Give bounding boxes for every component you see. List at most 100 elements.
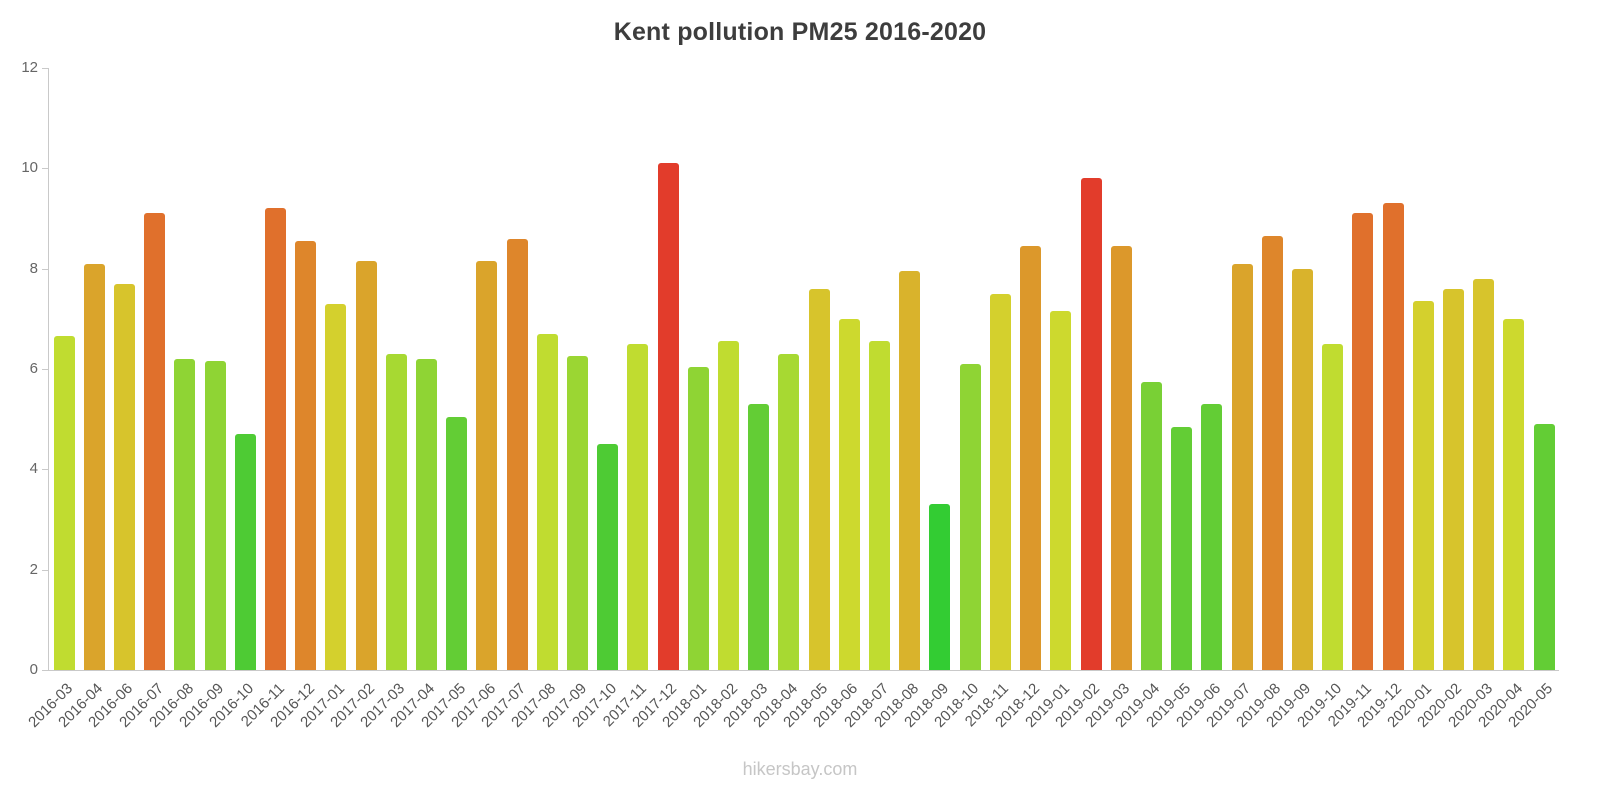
y-axis-tick [42, 670, 48, 671]
bar-2016-11 [265, 208, 287, 670]
bar-slot: 2018-10 [931, 68, 985, 731]
bar-slot: 2018-05 [780, 68, 834, 731]
bar-slot: 2017-07 [478, 68, 532, 731]
plot-area: 2016-03 2016-04 2016-06 2016-07 2016-08 2016-… [25, 68, 1559, 731]
y-axis-label: 4 [29, 460, 38, 478]
bar-slot: 2017-12 [629, 68, 683, 731]
bar-2019-02 [1080, 178, 1102, 670]
bar-2019-03 [1110, 246, 1132, 670]
bar-slot: 2019-01 [1022, 68, 1076, 731]
bar-slot: 2017-08 [508, 68, 562, 731]
bar-slot: 2018-04 [750, 68, 804, 731]
bar-slot: 2018-08 [871, 68, 925, 731]
bar-slot: 2019-03 [1082, 68, 1136, 731]
bar-2018-12 [1020, 246, 1042, 670]
bar-slot: 2018-11 [962, 68, 1015, 730]
bar-slot: 2018-07 [841, 68, 894, 731]
bar-2018-04 [778, 353, 800, 670]
bar-2017-10 [597, 444, 619, 670]
bar-2018-11 [989, 293, 1011, 670]
bar-2018-03 [748, 404, 770, 670]
chart-title: Kent pollution PM25 2016-2020 [613, 18, 987, 46]
bar-slot: 2016-11 [237, 68, 290, 730]
bar-slot: 2016-12 [267, 68, 321, 731]
bar-2016-04 [83, 263, 105, 670]
y-axis-tick [42, 268, 48, 270]
bar-slot: 2017-09 [539, 68, 592, 731]
bar-slot: 2016-08 [146, 68, 200, 731]
bar-2016-06 [114, 283, 135, 670]
bar-slot: 2016-04 [55, 68, 109, 731]
bar-2017-02 [355, 261, 377, 670]
bar-slot: 2017-04 [388, 68, 441, 731]
bar-2019-09 [1291, 268, 1313, 670]
bar-slot: 2020-02 [1415, 68, 1468, 731]
bar-slot: 2017-02 [327, 68, 381, 731]
bar-slot: 2016-10 [206, 68, 260, 731]
bar-2016-12 [295, 241, 317, 670]
bar-2017-05 [446, 416, 468, 670]
y-axis-label: 12 [21, 59, 38, 76]
bar-2020-02 [1442, 288, 1464, 670]
bar-2018-01 [687, 366, 709, 670]
bar-slot: 2016-06 [86, 68, 139, 731]
bar-2018-06 [838, 318, 860, 670]
bar-2018-07 [869, 341, 891, 670]
y-axis-tick [42, 68, 48, 69]
bar-2018-09 [929, 504, 951, 670]
bar-slot: 2016-07 [116, 68, 170, 731]
bar-slot: 2018-01 [659, 68, 713, 731]
bar-slot: 2018-12 [992, 68, 1046, 731]
bar-slot: 2017-10 [569, 68, 623, 731]
bar-2020-01 [1412, 301, 1434, 670]
y-axis-label: 6 [29, 360, 38, 377]
watermark: hikersbay.com [742, 759, 858, 779]
bar-2016-10 [234, 434, 256, 670]
bar-2017-11 [627, 343, 649, 670]
bar-2017-12 [657, 163, 679, 670]
bar-2018-08 [899, 271, 921, 670]
bar-slot: 2017-11 [600, 68, 653, 730]
bar-slot: 2017-06 [448, 68, 502, 731]
bar-2017-06 [476, 261, 498, 670]
bar-slot: 2018-03 [720, 68, 774, 731]
bar-2020-03 [1473, 278, 1495, 670]
bar-slot: 2017-03 [357, 68, 411, 731]
bar-slot: 2019-05 [1143, 68, 1197, 731]
bar-2017-08 [536, 333, 558, 670]
y-axis-label: 0 [29, 661, 38, 678]
bar-slot: 2018-02 [690, 68, 743, 731]
bar-slot: 2020-01 [1384, 68, 1438, 731]
bar-2017-09 [567, 356, 589, 670]
bar-slot: 2020-03 [1445, 68, 1499, 731]
bar-2019-04 [1140, 381, 1162, 670]
y-axis-label: 2 [29, 560, 38, 578]
y-axis-tick [42, 469, 48, 471]
bar-slot: 2019-02 [1052, 68, 1106, 731]
bar-slot: 2018-09 [901, 68, 955, 731]
bar-slot: 2017-05 [418, 68, 472, 731]
bar-2019-11 [1352, 213, 1374, 670]
bar-2020-04 [1503, 318, 1525, 670]
bar-2019-07 [1231, 263, 1253, 670]
bar-2016-09 [204, 361, 226, 670]
y-axis-tick [42, 168, 48, 170]
y-axis-label: 10 [21, 159, 38, 177]
bar-2019-10 [1322, 343, 1344, 670]
bar-2016-07 [144, 213, 166, 670]
bar-2018-10 [959, 363, 981, 670]
bar-2020-05 [1533, 424, 1555, 670]
bar-2017-04 [416, 358, 438, 670]
y-axis-tick [42, 369, 48, 370]
bar-2017-03 [385, 353, 407, 670]
bar-slot: 2020-05 [1505, 68, 1559, 731]
bar-2018-02 [718, 341, 740, 670]
bar-slot: 2020-04 [1475, 68, 1529, 731]
bar-slot: 2016-09 [176, 68, 230, 731]
bar-slot: 2019-12 [1354, 68, 1408, 731]
bar-slot: 2017-01 [297, 68, 351, 731]
bar-2019-12 [1382, 203, 1404, 670]
y-axis-tick [42, 569, 48, 571]
bar-2019-01 [1050, 311, 1072, 670]
